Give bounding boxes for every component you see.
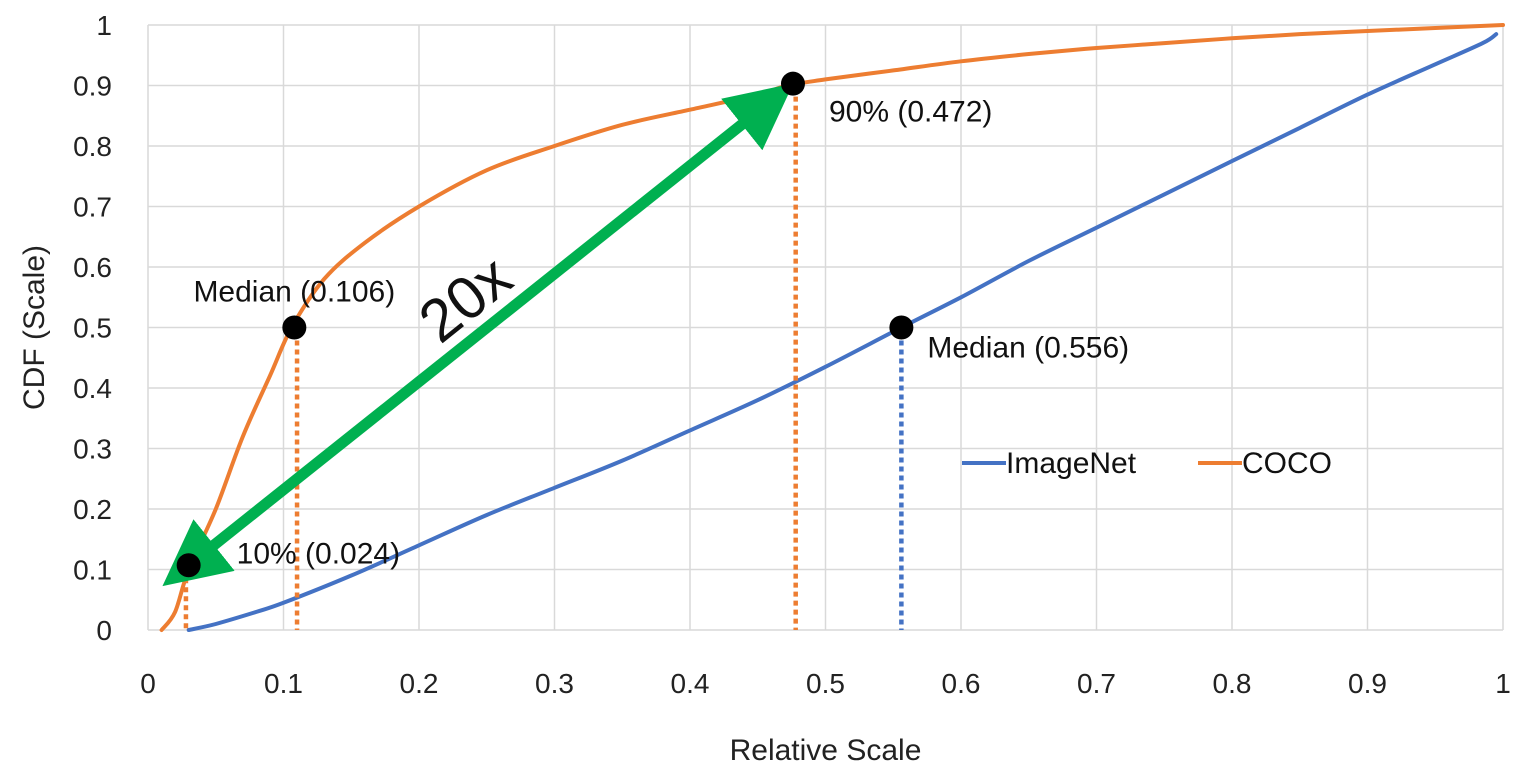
- ratio-annotation: 20x: [407, 243, 524, 356]
- y-tick-label: 1: [96, 10, 112, 41]
- y-tick-label: 0: [96, 615, 112, 646]
- x-tick-label: 0: [140, 668, 156, 699]
- x-tick-label: 0.7: [1077, 668, 1116, 699]
- scale-ratio-arrow: [162, 83, 794, 587]
- y-tick-label: 0.8: [73, 131, 112, 162]
- marker-point: [780, 71, 805, 96]
- legend: ImageNet COCO: [962, 447, 1332, 480]
- marker-annotation: Median (0.106): [193, 276, 395, 309]
- y-tick-label: 0.7: [73, 192, 112, 223]
- marker-annotation: 10% (0.024): [237, 537, 400, 570]
- y-tick-label: 0.2: [73, 494, 112, 525]
- x-tick-label: 0.6: [942, 668, 981, 699]
- marker-point: [176, 553, 201, 578]
- x-tick-label: 0.3: [535, 668, 574, 699]
- x-tick-label: 1: [1495, 668, 1511, 699]
- y-tick-label: 0.1: [73, 555, 112, 586]
- x-axis-label: Relative Scale: [730, 734, 922, 767]
- legend-label: COCO: [1242, 447, 1332, 480]
- y-tick-label: 0.9: [73, 71, 112, 102]
- marker-points: [176, 71, 914, 578]
- annotations: 10% (0.024) Median (0.106) 90% (0.472) Medi…: [193, 96, 1129, 571]
- y-tick-label: 0.6: [73, 252, 112, 283]
- x-tick-label: 0.8: [1213, 668, 1252, 699]
- arrow-group: [162, 83, 794, 587]
- legend-item: COCO: [1198, 447, 1332, 480]
- grid-lines: [147, 24, 1504, 631]
- legend-label: ImageNet: [1006, 447, 1137, 480]
- marker-annotation: 90% (0.472): [829, 96, 992, 129]
- legend-item: ImageNet: [962, 447, 1137, 480]
- x-tick-label: 0.4: [671, 668, 710, 699]
- x-tick-label: 0.5: [806, 668, 845, 699]
- marker-annotation: Median (0.556): [927, 332, 1129, 365]
- marker-point: [282, 315, 307, 340]
- y-axis-label: CDF (Scale): [18, 245, 51, 410]
- x-tick-label: 0.2: [400, 668, 439, 699]
- y-tick-label: 0.5: [73, 313, 112, 344]
- tick-labels: 0 0.1 0.2 0.3 0.4 0.5 0.6 0.7 0.8 0.9 1 0 0.1 0.2 0.3 0…: [73, 10, 1511, 699]
- y-tick-label: 0.3: [73, 434, 112, 465]
- x-tick-label: 0.9: [1348, 668, 1387, 699]
- y-tick-label: 0.4: [73, 373, 112, 404]
- x-tick-label: 0.1: [264, 668, 303, 699]
- marker-point: [889, 315, 914, 340]
